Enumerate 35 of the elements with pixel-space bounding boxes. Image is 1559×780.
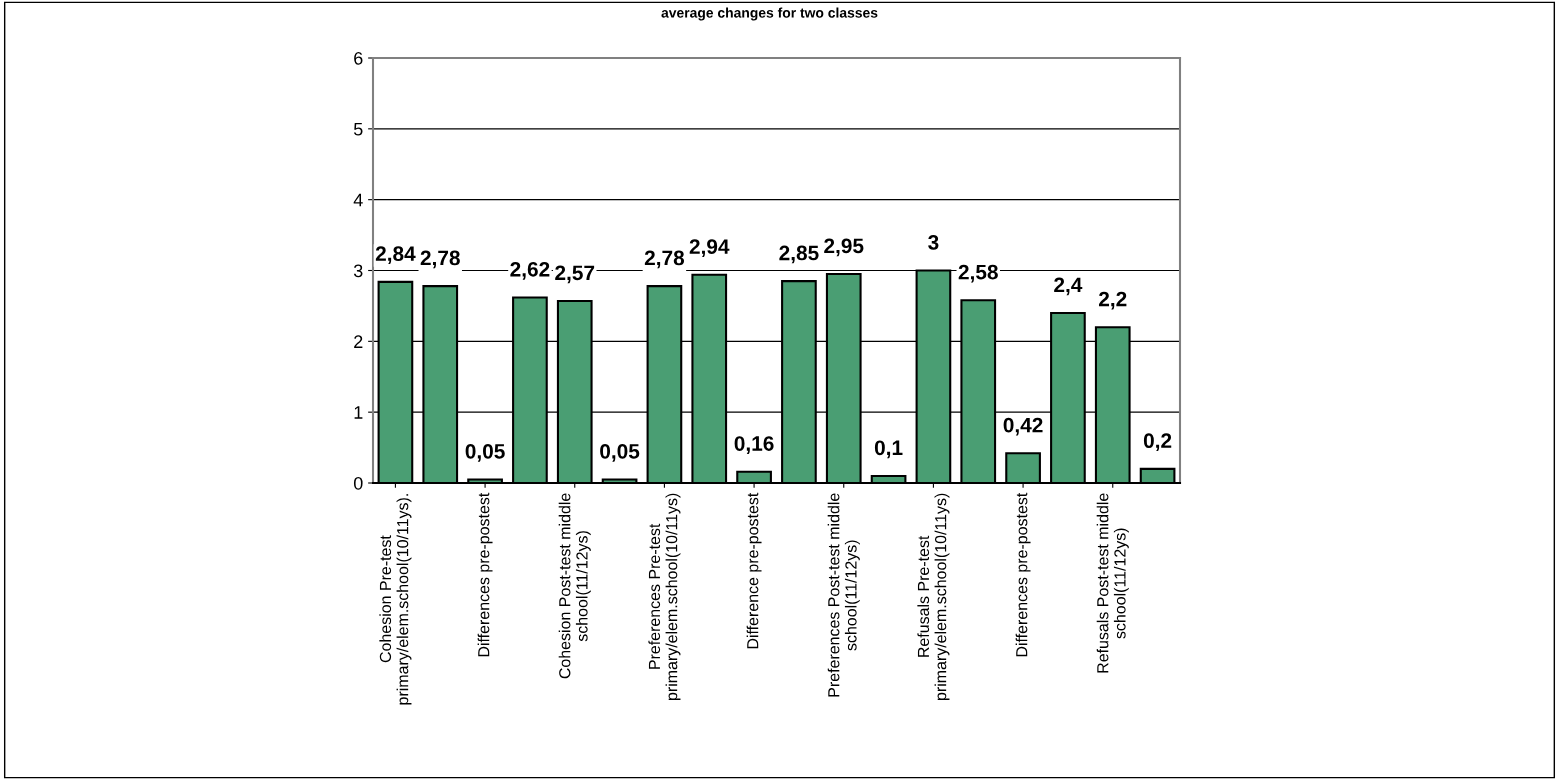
data-label: 2,58	[958, 264, 998, 283]
data-label: 3	[928, 234, 939, 250]
data-label: 2,78	[644, 250, 685, 269]
data-label: 2,95	[824, 238, 864, 257]
y-tick-label: 5	[353, 122, 363, 136]
data-label: 2,4	[1054, 277, 1083, 296]
data-label: 0,42	[1003, 417, 1043, 436]
x-tick-label: Preferences Post-test middle school(11/12ys)	[827, 493, 860, 697]
x-tick-label: Cohesion Pre-test primary/elem.school(10/11ys).	[379, 494, 412, 705]
data-label: 0,05	[600, 443, 640, 462]
y-tick-label: 4	[353, 193, 363, 207]
x-tick-label: Cohesion Post-test middle school(11/12ys)	[558, 493, 591, 679]
y-tick-label: 6	[354, 51, 363, 65]
data-label: 2,84	[375, 246, 416, 265]
data-label: 0,2	[1143, 433, 1172, 452]
y-tick-label: 0	[353, 476, 363, 490]
data-label: 0,16	[734, 436, 774, 454]
y-tick-label: 2	[354, 335, 363, 348]
x-tick-label: Refusals Pre-test primary/elem.school(10/11ys)	[917, 493, 950, 700]
data-label: 2,94	[689, 239, 730, 257]
x-tick-label: Difference pre-postest	[746, 492, 762, 649]
x-tick-label: Differences pre-postest	[477, 492, 493, 657]
x-tick-label: Differences pre-postest	[1015, 492, 1031, 657]
chart-title: average changes for two classes	[661, 7, 878, 21]
x-tick-label: Refusals Post-test middle school(11/12ys)	[1096, 493, 1129, 673]
data-label: 2,57	[555, 265, 595, 284]
y-tick-label: 3	[353, 264, 363, 278]
data-label: 2,62	[510, 261, 550, 280]
y-tick-label: 1	[354, 406, 363, 419]
x-tick-label: Preferences Pre-test primary/elem.school(10/11ys)	[648, 493, 681, 700]
data-label: 0,05	[465, 443, 505, 462]
data-label: 2,78	[420, 250, 460, 269]
data-label: 2,2	[1098, 291, 1127, 310]
data-label: 2,85	[779, 245, 819, 264]
data-label: 0,1	[874, 440, 903, 459]
